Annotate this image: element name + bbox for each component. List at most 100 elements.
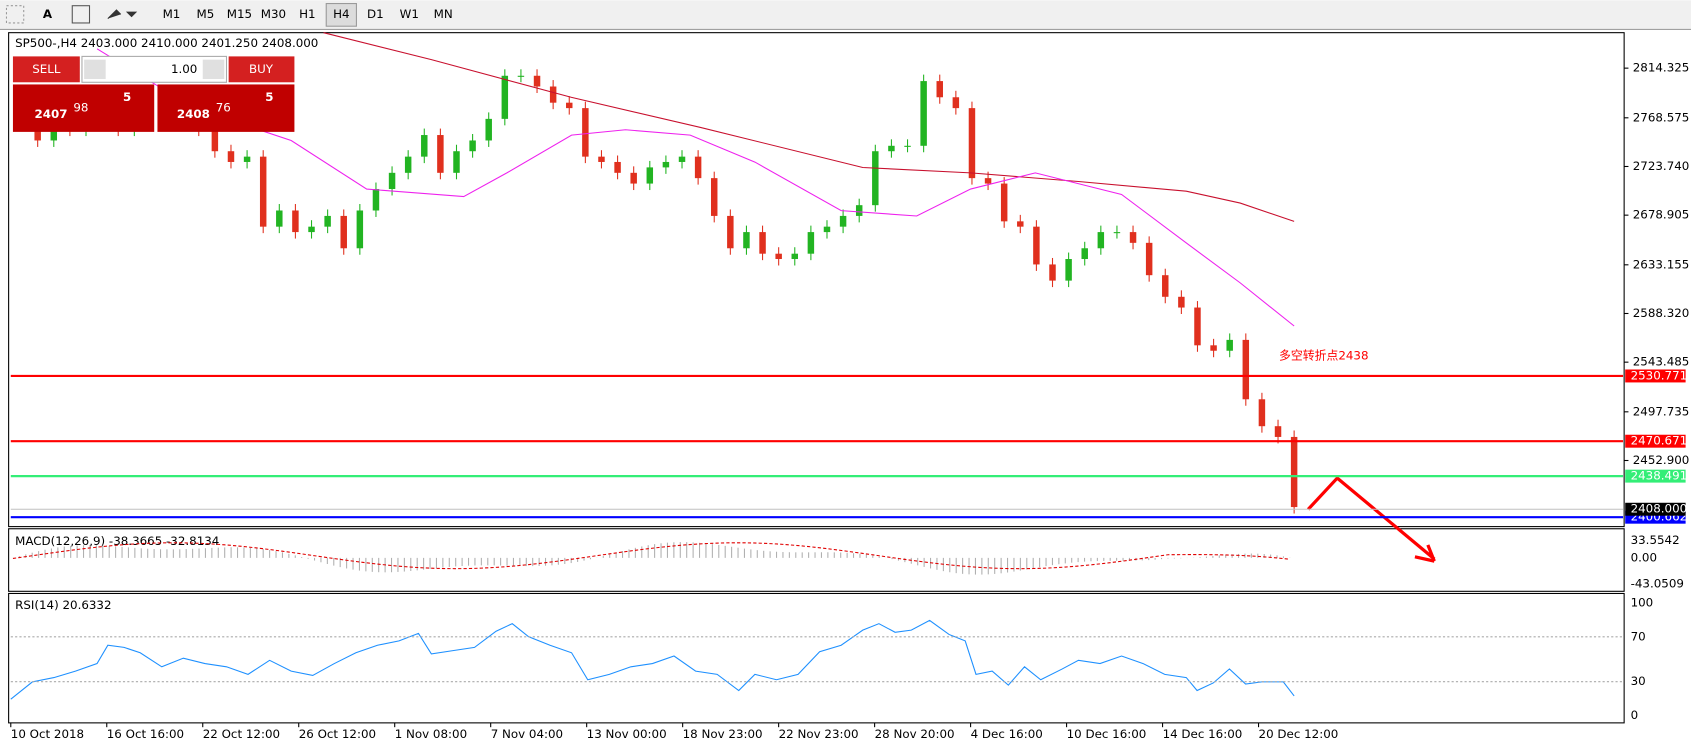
- candle: [888, 145, 895, 152]
- lot-up[interactable]: [202, 59, 225, 80]
- y-tick-label: 2814.325: [1633, 61, 1690, 75]
- timeframe-button[interactable]: H1: [299, 7, 315, 21]
- label-tool[interactable]: [71, 5, 91, 24]
- level-label: 2530.771: [1631, 368, 1688, 382]
- x-tick-label: 7 Nov 04:00: [491, 727, 563, 741]
- candle: [630, 172, 637, 184]
- candle: [727, 215, 734, 249]
- buy-button[interactable]: [228, 56, 295, 83]
- candle: [1258, 399, 1266, 427]
- moving-average-fast: [96, 48, 1295, 327]
- tools-menu[interactable]: [107, 9, 138, 20]
- y-tick-label: 2452.900: [1633, 453, 1690, 467]
- moving-average-slow: [323, 32, 1295, 222]
- bid-big: 2407: [35, 107, 68, 121]
- candle: [437, 135, 444, 173]
- timeframe-button[interactable]: D1: [367, 7, 384, 21]
- candle: [839, 215, 847, 227]
- macd-tick: 33.5542: [1631, 533, 1680, 547]
- candle: [614, 161, 621, 173]
- y-tick-label: 2497.735: [1633, 404, 1690, 418]
- sell-button[interactable]: [12, 56, 80, 83]
- candle: [855, 205, 863, 216]
- current-price-label: 2408.000: [1631, 502, 1688, 516]
- candle: [759, 232, 766, 254]
- candle: [501, 75, 509, 119]
- level-label-bg: [1625, 369, 1686, 383]
- candle: [324, 215, 331, 227]
- macd-label: MACD(12,26,9) -38.3665 -32.8134: [15, 534, 219, 548]
- timeframe-button[interactable]: M15: [227, 7, 252, 21]
- timeframe-button[interactable]: M5: [197, 7, 215, 21]
- x-tick-label: 20 Dec 12:00: [1259, 727, 1339, 741]
- x-tick-label: 28 Nov 20:00: [875, 727, 955, 741]
- candle: [775, 253, 782, 260]
- candle: [1033, 226, 1040, 265]
- candle: [678, 156, 686, 162]
- x-tick-label: 10 Oct 2018: [11, 727, 84, 741]
- grid-tool[interactable]: [5, 5, 25, 24]
- candle: [469, 140, 476, 152]
- candle: [791, 253, 799, 260]
- bid-box[interactable]: [12, 84, 155, 132]
- rsi-tick-label: 70: [1631, 629, 1646, 643]
- macd-tick: 0.00: [1631, 550, 1657, 564]
- candle: [388, 172, 396, 189]
- timeframe-button[interactable]: M1: [163, 7, 181, 21]
- lot-down[interactable]: [84, 59, 106, 80]
- y-tick-label: 2678.905: [1633, 208, 1690, 222]
- level-label-bg: [1625, 469, 1686, 483]
- candle: [807, 232, 815, 254]
- timeframe-button[interactable]: W1: [400, 7, 419, 21]
- current-price-bg: [1625, 502, 1686, 516]
- candle: [1145, 242, 1153, 276]
- candle: [694, 156, 702, 179]
- ask-box[interactable]: [157, 84, 295, 132]
- candle: [404, 156, 412, 173]
- timeframe-button[interactable]: M30: [261, 7, 286, 21]
- candle: [211, 129, 219, 152]
- ask-sup: 5: [265, 90, 273, 104]
- candle: [1274, 426, 1282, 437]
- candle: [1000, 183, 1008, 222]
- x-tick-label: 1 Nov 08:00: [395, 727, 467, 741]
- candle: [243, 156, 251, 162]
- rsi-tick-label: 30: [1631, 674, 1646, 688]
- rsi-tick-label: 100: [1631, 596, 1654, 610]
- x-tick-label: 18 Nov 23:00: [683, 727, 763, 741]
- candle: [566, 102, 573, 109]
- candle: [598, 156, 605, 162]
- trade-panel: SELL 1.00 BUY 2407 98 5 2408 76 5: [12, 55, 295, 132]
- candle: [50, 124, 58, 141]
- rsi-panel: [8, 592, 1625, 724]
- candle: [1017, 221, 1024, 227]
- macd-signal: [12, 542, 1290, 570]
- trend-arrow: [1306, 475, 1436, 563]
- candle: [292, 210, 299, 233]
- candle: [549, 86, 557, 103]
- timeframe-button[interactable]: MN: [434, 7, 453, 21]
- sell-label: SELL: [32, 62, 61, 76]
- active-timeframe: [325, 3, 357, 27]
- candle: [1290, 436, 1298, 508]
- candle: [1081, 248, 1088, 260]
- candle: [1129, 232, 1137, 243]
- timeframe-button[interactable]: H4: [333, 7, 349, 21]
- candle: [1226, 339, 1233, 351]
- level-label: 2470.671: [1631, 434, 1688, 448]
- candle: [340, 215, 347, 249]
- candle: [421, 135, 428, 157]
- level-label-bg: [1625, 434, 1686, 448]
- macd-panel: [8, 528, 1625, 592]
- lot-value: 1.00: [171, 62, 197, 76]
- x-tick-label: 13 Nov 00:00: [587, 727, 667, 741]
- macd-tick: -43.0509: [1631, 576, 1684, 590]
- text-tool[interactable]: A: [43, 7, 53, 21]
- lot-input[interactable]: [81, 55, 228, 83]
- x-tick-label: 14 Dec 16:00: [1163, 727, 1243, 741]
- candle: [1162, 275, 1169, 297]
- candle: [968, 108, 976, 179]
- candle: [936, 81, 943, 98]
- candle: [872, 151, 879, 206]
